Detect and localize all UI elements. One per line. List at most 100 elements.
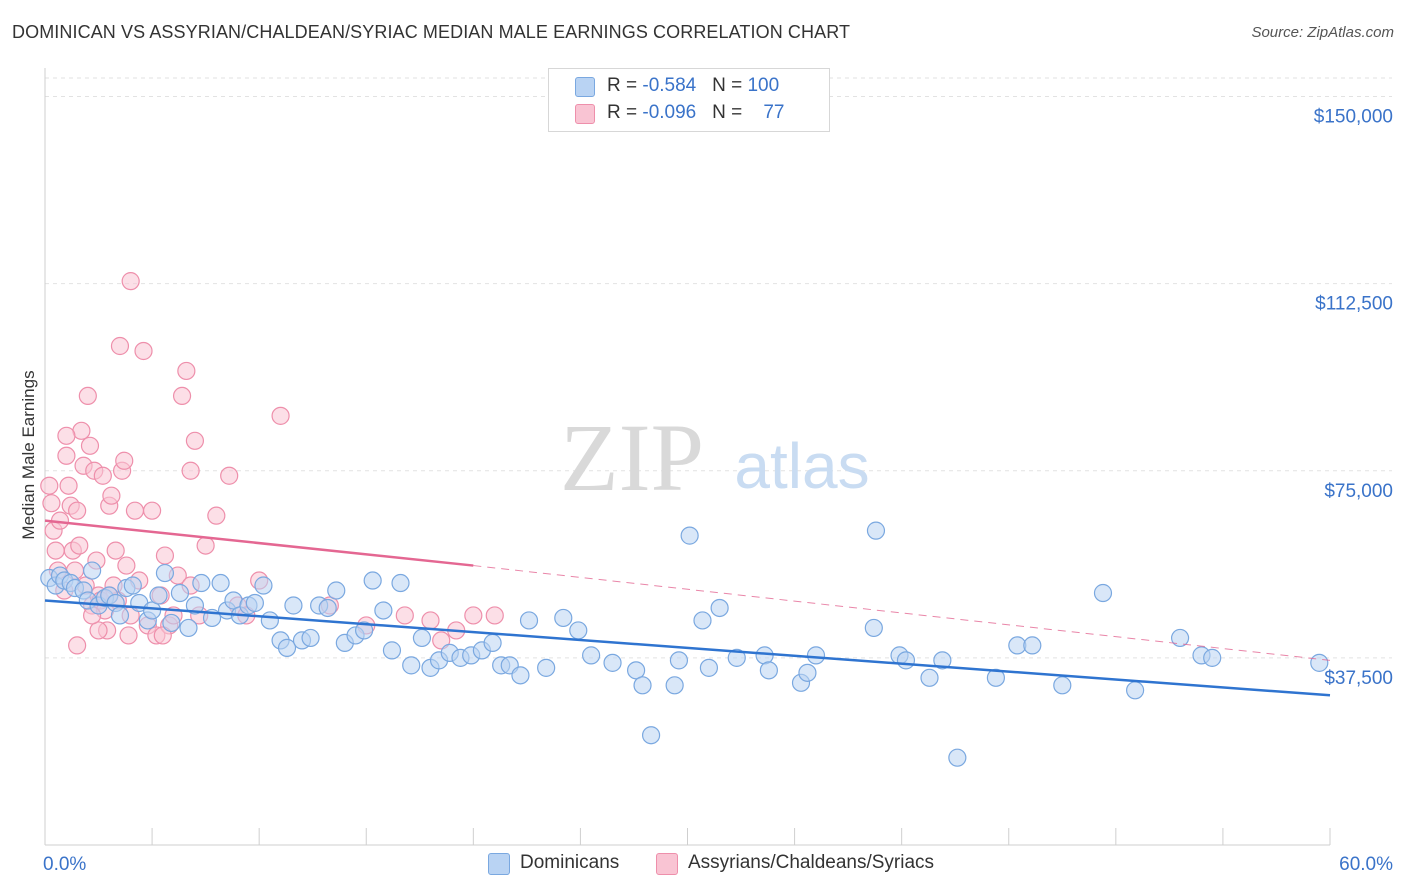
data-point-dominicans — [699, 658, 719, 677]
data-point-dominicans — [363, 571, 382, 590]
legend-r-label: R = — [607, 75, 643, 96]
data-point-assyrians — [68, 501, 87, 520]
source-label: Source: ZipAtlas.com — [1251, 24, 1394, 41]
correlation-legend: R = -0.584 N = 100 R = -0.096 N = 77 — [548, 68, 830, 132]
data-point-dominicans — [864, 618, 883, 638]
data-point-assyrians — [125, 501, 145, 520]
data-point-dominicans — [123, 576, 142, 595]
legend-swatch-blue — [575, 77, 595, 97]
data-point-assyrians — [115, 451, 134, 470]
data-point-dominicans — [680, 526, 699, 545]
legend-n-label: N = — [712, 102, 748, 123]
data-point-assyrians — [155, 546, 175, 565]
data-point-dominicans — [211, 573, 230, 593]
data-point-dominicans — [582, 646, 601, 665]
data-point-dominicans — [669, 651, 689, 670]
data-point-assyrians — [464, 606, 483, 625]
data-point-dominicans — [277, 638, 297, 657]
data-point-assyrians — [119, 626, 138, 645]
data-point-dominicans — [1053, 676, 1072, 695]
data-point-dominicans — [260, 611, 279, 630]
data-point-dominicans — [603, 653, 622, 672]
data-point-dominicans — [374, 601, 393, 620]
data-point-dominicans — [665, 676, 684, 695]
data-point-dominicans — [391, 573, 410, 593]
data-point-assyrians — [89, 621, 108, 640]
data-point-assyrians — [185, 431, 205, 450]
data-point-dominicans — [254, 576, 273, 595]
data-point-dominicans — [170, 583, 190, 603]
data-point-assyrians — [106, 541, 125, 560]
data-point-assyrians — [220, 466, 239, 485]
legend-r-label: R = — [607, 102, 643, 123]
y-tick-label: $150,000 — [1314, 107, 1393, 128]
data-point-dominicans — [948, 748, 967, 767]
data-point-assyrians — [102, 486, 121, 505]
legend-n-label: N = — [712, 75, 748, 96]
bottom-legend-swatch-blue — [488, 853, 510, 875]
data-point-dominicans — [355, 621, 374, 640]
data-point-assyrians — [395, 606, 414, 625]
data-point-dominicans — [149, 586, 168, 605]
data-point-assyrians — [70, 536, 89, 555]
y-tick-label: $112,500 — [1315, 294, 1393, 315]
data-point-dominicans — [1023, 636, 1042, 655]
data-point-dominicans — [519, 611, 539, 630]
data-point-assyrians — [78, 386, 97, 405]
data-point-assyrians — [68, 636, 87, 655]
trend-line-assyrians — [44, 519, 474, 567]
data-point-dominicans — [537, 658, 556, 677]
series-dominicans-points — [40, 521, 1329, 767]
legend-n-value-dominicans: 100 — [747, 75, 780, 96]
data-point-dominicans — [382, 641, 402, 660]
data-point-dominicans — [1170, 628, 1190, 648]
data-point-assyrians — [172, 386, 192, 405]
data-point-assyrians — [80, 436, 100, 455]
data-point-dominicans — [318, 598, 337, 618]
data-point-dominicans — [192, 573, 211, 593]
trend-lines — [44, 519, 1331, 697]
data-point-dominicans — [179, 618, 198, 638]
chart-title: DOMINICAN VS ASSYRIAN/CHALDEAN/SYRIAC ME… — [12, 22, 851, 42]
data-point-assyrians — [421, 611, 440, 630]
data-point-dominicans — [483, 633, 502, 653]
data-point-assyrians — [271, 406, 290, 425]
data-point-dominicans — [412, 628, 432, 648]
data-point-dominicans — [511, 666, 530, 685]
data-point-dominicans — [755, 646, 774, 665]
bottom-legend-label-dominicans: Dominicans — [520, 852, 620, 873]
data-point-dominicans — [641, 726, 661, 745]
bottom-legend-swatch-pink — [656, 853, 678, 875]
data-point-assyrians — [42, 494, 61, 513]
x-tick-label-max: 60.0% — [1339, 854, 1393, 875]
data-point-dominicans — [806, 646, 826, 665]
x-tick-label-min: 0.0% — [43, 854, 86, 875]
data-point-dominicans — [284, 596, 303, 615]
data-point-dominicans — [554, 608, 573, 628]
y-tick-label: $37,500 — [1324, 668, 1393, 689]
data-point-dominicans — [402, 656, 421, 675]
data-point-assyrians — [196, 536, 215, 555]
data-point-dominicans — [327, 581, 346, 600]
data-point-dominicans — [798, 663, 817, 682]
bottom-legend-label-assyrians: Assyrians/Chaldeans/Syriacs — [688, 852, 935, 873]
axes — [44, 68, 1331, 846]
gridlines — [45, 77, 1392, 659]
data-point-dominicans — [986, 668, 1006, 687]
data-point-assyrians — [59, 476, 78, 495]
data-point-dominicans — [185, 596, 205, 615]
legend-swatch-pink — [575, 104, 595, 124]
data-point-dominicans — [155, 563, 175, 583]
data-point-dominicans — [693, 611, 712, 630]
data-point-dominicans — [710, 598, 729, 618]
y-axis-label: Median Male Earnings — [19, 370, 38, 540]
data-point-assyrians — [485, 606, 504, 625]
data-point-assyrians — [207, 506, 226, 525]
y-tick-label: $75,000 — [1324, 481, 1393, 502]
data-point-dominicans — [569, 621, 588, 640]
data-point-dominicans — [759, 661, 778, 680]
legend-r-value-dominicans: -0.584 — [642, 75, 697, 96]
data-point-assyrians — [57, 446, 76, 465]
data-point-assyrians — [46, 541, 65, 560]
